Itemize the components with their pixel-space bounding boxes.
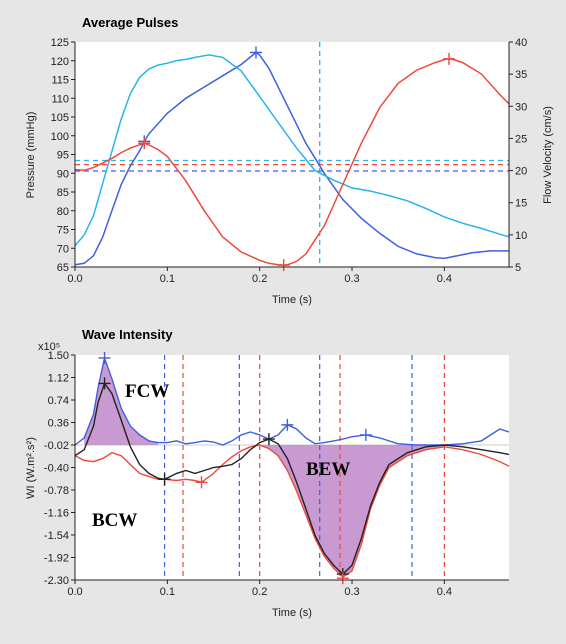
wave-intensity-markers — [98, 351, 372, 585]
pulse-y-right-tick-label: 25 — [515, 133, 527, 145]
wave-marker-1 — [281, 418, 294, 431]
wave-y-tick-label: -1.16 — [44, 508, 69, 520]
wave-intensity-reference-lines — [75, 355, 509, 580]
wave-x-tick-label: 0.4 — [437, 586, 452, 598]
pulse-marker-5 — [277, 259, 290, 272]
pulse-y-tick-label: 80 — [57, 206, 69, 218]
wave-line-dark-blue — [74, 355, 510, 446]
pulse-marker-1 — [249, 46, 262, 59]
pulse-y-right-axis-label: Flow Velocity (cm/s) — [542, 106, 554, 204]
wave-y-tick-label: -0.40 — [44, 463, 69, 475]
pulse-marker-6 — [442, 52, 455, 65]
pulse-y-tick-label: 90 — [57, 168, 69, 180]
pulse-y-tick-label: 70 — [57, 243, 69, 255]
annotation-fcw: FCW — [125, 381, 169, 402]
pulse-y-tick-label: 105 — [51, 112, 69, 124]
bew-area — [259, 445, 445, 577]
wave-intensity-axes: 1.50 1.12 0.74 0.36 -0.02 -0.40 -0.78 -1.16 -1.5… — [44, 350, 509, 598]
pulse-y-right-tick-label: 40 — [515, 37, 527, 49]
pulse-y-tick-label: 75 — [57, 225, 69, 237]
wave-marker-8 — [336, 572, 349, 585]
pulse-y-tick-label: 100 — [51, 131, 69, 143]
pulse-y-right-tick-label: 30 — [515, 101, 527, 113]
wave-y-tick-label: -2.30 — [44, 575, 69, 587]
pulse-x-axis-label: Time (s) — [272, 294, 312, 306]
pulse-x-tick-label: 0.0 — [67, 273, 82, 285]
wave-intensity-y-axis-label: WI (W.m².s²) — [25, 437, 37, 499]
wave-intensity-multiplier: x10⁵ — [38, 341, 60, 353]
wave-y-tick-label: 1.50 — [48, 350, 69, 362]
annotation-bew: BEW — [306, 459, 350, 480]
pulse-y-tick-label: 110 — [51, 93, 69, 105]
wave-y-tick-label: -1.92 — [44, 553, 69, 565]
wave-line-black — [74, 381, 510, 576]
wave-intensity-series — [74, 355, 510, 578]
pulse-y-right-tick-label: 5 — [515, 262, 521, 274]
pulse-markers — [138, 46, 455, 272]
fcw-area — [84, 358, 159, 445]
wave-marker-4 — [158, 473, 171, 486]
wave-x-tick-label: 0.3 — [344, 586, 359, 598]
annotation-bcw: BCW — [92, 510, 137, 531]
pulse-y-tick-label: 65 — [57, 262, 69, 274]
pulse-reference-lines — [75, 42, 509, 267]
wave-y-tick-label: 1.12 — [48, 373, 69, 385]
pulse-line-light-blue — [74, 54, 510, 247]
wave-y-tick-label: -1.54 — [44, 530, 69, 542]
wave-line-red — [74, 444, 510, 578]
wave-x-tick-label: 0.2 — [252, 586, 267, 598]
pulse-axes: 1251201151101051009590858075706540353025… — [51, 37, 528, 285]
pulse-chart-title: Average Pulses — [82, 15, 178, 30]
pulse-plot-area — [75, 42, 509, 267]
pulse-x-tick-label: 0.2 — [252, 273, 267, 285]
wave-marker-0 — [98, 351, 111, 364]
wave-marker-3 — [98, 377, 111, 390]
wave-intensity-x-axis-label: Time (s) — [272, 607, 312, 619]
wave-y-tick-label: -0.02 — [44, 440, 69, 452]
wave-intensity-fills — [84, 358, 445, 577]
pulse-marker-4 — [138, 137, 151, 150]
wave-marker-2 — [359, 428, 372, 441]
pulse-y-tick-label: 85 — [57, 187, 69, 199]
pulse-y-tick-label: 120 — [51, 56, 69, 68]
wave-y-tick-label: 0.74 — [48, 395, 69, 407]
wave-x-tick-label: 0.1 — [160, 586, 175, 598]
pulse-y-axis-label: Pressure (mmHg) — [25, 112, 37, 199]
pulse-x-tick-label: 0.4 — [437, 273, 452, 285]
wave-y-tick-label: -0.78 — [44, 485, 69, 497]
pulse-y-tick-label: 95 — [57, 150, 69, 162]
wave-y-tick-label: 0.36 — [48, 418, 69, 430]
wave-marker-5 — [262, 433, 275, 446]
pulse-y-right-tick-label: 10 — [515, 230, 527, 242]
pulse-y-right-tick-label: 35 — [515, 69, 527, 81]
pulse-x-tick-label: 0.1 — [160, 273, 175, 285]
pulse-y-right-tick-label: 15 — [515, 198, 527, 210]
pulse-y-tick-label: 115 — [51, 75, 69, 87]
pulse-y-tick-label: 125 — [51, 37, 69, 49]
pulse-y-right-tick-label: 20 — [515, 166, 527, 178]
wave-marker-7 — [195, 476, 208, 489]
wave-intensity-title: Wave Intensity — [82, 327, 173, 342]
wave-x-tick-label: 0.0 — [67, 586, 82, 598]
pulse-x-tick-label: 0.3 — [344, 273, 359, 285]
